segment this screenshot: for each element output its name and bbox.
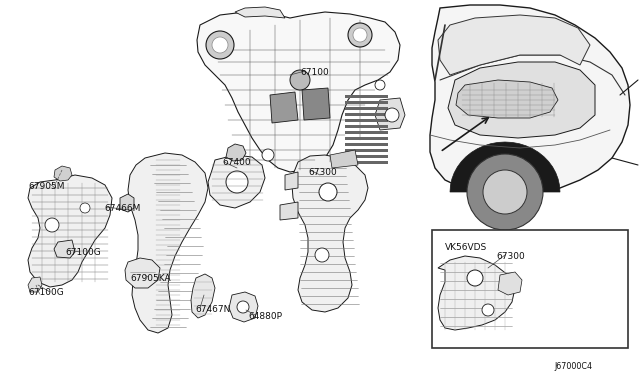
Text: 67467N: 67467N (195, 305, 230, 314)
Circle shape (237, 301, 249, 313)
Circle shape (467, 270, 483, 286)
Polygon shape (208, 155, 265, 208)
Circle shape (262, 149, 274, 161)
Text: VK56VDS: VK56VDS (445, 243, 487, 252)
Polygon shape (292, 155, 368, 312)
Circle shape (353, 28, 367, 42)
Polygon shape (498, 272, 522, 295)
Polygon shape (345, 161, 388, 164)
Circle shape (482, 304, 494, 316)
Circle shape (348, 23, 372, 47)
Polygon shape (54, 240, 75, 258)
Polygon shape (345, 125, 388, 128)
Polygon shape (197, 12, 400, 172)
Polygon shape (345, 149, 388, 152)
Circle shape (206, 31, 234, 59)
Polygon shape (128, 153, 208, 333)
Polygon shape (345, 113, 388, 116)
Text: 67300: 67300 (308, 168, 337, 177)
Polygon shape (448, 62, 595, 138)
Circle shape (483, 170, 527, 214)
Text: 67100G: 67100G (65, 248, 100, 257)
Polygon shape (191, 274, 215, 318)
Polygon shape (430, 5, 630, 193)
Circle shape (467, 154, 543, 230)
Polygon shape (438, 15, 590, 75)
Polygon shape (438, 256, 515, 330)
Polygon shape (450, 142, 560, 192)
Polygon shape (345, 107, 388, 110)
Polygon shape (28, 175, 112, 287)
Polygon shape (120, 194, 134, 212)
Circle shape (80, 203, 90, 213)
Circle shape (212, 37, 228, 53)
Polygon shape (54, 166, 72, 181)
Polygon shape (345, 119, 388, 122)
Polygon shape (125, 258, 160, 288)
Polygon shape (375, 98, 405, 130)
Polygon shape (280, 202, 298, 220)
Text: 67466M: 67466M (104, 204, 140, 213)
Circle shape (45, 218, 59, 232)
Polygon shape (270, 92, 298, 123)
Polygon shape (345, 131, 388, 134)
Polygon shape (456, 80, 558, 118)
Polygon shape (345, 101, 388, 104)
Text: 67905M: 67905M (28, 182, 65, 191)
Polygon shape (345, 143, 388, 146)
Polygon shape (229, 292, 258, 322)
Polygon shape (285, 172, 298, 190)
Polygon shape (345, 95, 388, 98)
Text: 67100G: 67100G (28, 288, 64, 297)
Text: 64880P: 64880P (248, 312, 282, 321)
Text: 67100: 67100 (300, 68, 329, 77)
Text: 67300: 67300 (496, 252, 525, 261)
Text: 67400: 67400 (222, 158, 251, 167)
Polygon shape (226, 144, 246, 161)
Circle shape (290, 70, 310, 90)
Polygon shape (345, 155, 388, 158)
Polygon shape (235, 7, 285, 18)
Polygon shape (28, 277, 42, 292)
Polygon shape (302, 88, 330, 120)
Circle shape (315, 248, 329, 262)
Circle shape (375, 80, 385, 90)
Circle shape (319, 183, 337, 201)
Bar (432, 230, 628, 348)
Polygon shape (330, 150, 358, 168)
Circle shape (385, 108, 399, 122)
Circle shape (226, 171, 248, 193)
Polygon shape (345, 137, 388, 140)
Text: 67905KA: 67905KA (130, 274, 171, 283)
Text: J67000C4: J67000C4 (554, 362, 592, 371)
